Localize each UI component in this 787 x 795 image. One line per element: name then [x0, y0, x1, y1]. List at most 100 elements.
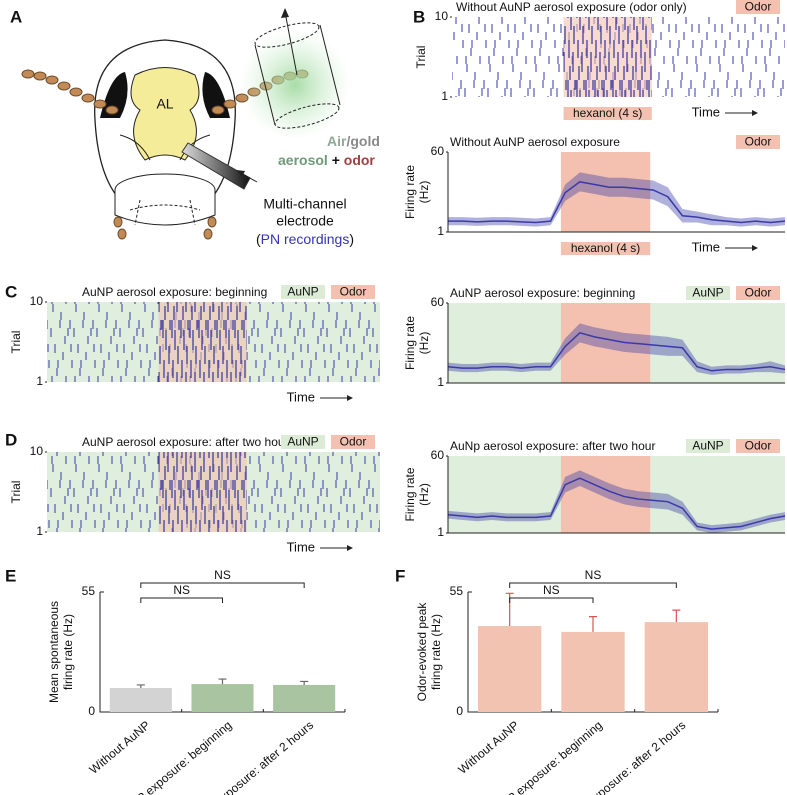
y-axis-label: firing rate (Hz) [429, 614, 443, 690]
y-tick-label: 1 [437, 224, 444, 238]
y-tick-label: 10 [435, 9, 449, 23]
error-bar [300, 680, 309, 685]
error-bar [136, 684, 145, 688]
stimulus-box [563, 107, 652, 120]
significance-bracket [140, 582, 305, 588]
y-tick-label: 1 [437, 375, 444, 389]
significance-label: NS [214, 568, 231, 582]
x-tick-label: Without AuNP [455, 718, 521, 777]
locust-diagram [21, 8, 350, 240]
label-part: ( [256, 231, 261, 247]
arrow-head [752, 110, 758, 116]
significance-label: NS [173, 583, 190, 597]
bar [644, 622, 708, 712]
bar [478, 626, 542, 712]
y-tick-label: 0 [88, 704, 95, 718]
chart-title: AuNP aerosol exposure: beginning [82, 285, 267, 299]
aerosol-label: aerosol + odor [278, 152, 375, 168]
y-axis-label: Trial [9, 331, 23, 354]
bar [273, 684, 336, 712]
y-axis-label: Trial [414, 46, 428, 69]
y-tick-label: 1 [437, 525, 444, 539]
x-axis-label: Time [692, 239, 720, 254]
y-tick-label: 1 [36, 524, 43, 538]
panel-label: D [5, 430, 17, 449]
error-bar [218, 678, 227, 685]
arrow-head [347, 395, 353, 401]
panel-label: C [5, 282, 17, 301]
y-axis-label: (Hz) [417, 483, 431, 506]
y-tick-label: 60 [431, 144, 445, 158]
tag-box [736, 286, 780, 300]
electrode-label: electrode [276, 213, 334, 229]
rate-line [447, 477, 786, 530]
x-tick-label: AuNP exposure: after 2 hours [558, 718, 688, 795]
label-part: /gold [346, 133, 379, 149]
raster-spikes-odor [563, 17, 652, 97]
y-tick-label: 55 [82, 584, 96, 598]
significance-bracket [509, 597, 594, 603]
tag-label: AuNP [692, 439, 723, 453]
label-part: PN recordings [261, 231, 350, 247]
tag-box [281, 435, 325, 449]
panel-label: E [5, 566, 16, 585]
tag-label: Odor [745, 135, 772, 149]
rate-line [447, 331, 786, 372]
y-axis-label: Trial [9, 481, 23, 504]
y-axis-label: Firing rate [403, 165, 417, 219]
stimulus-box [560, 242, 651, 255]
chart-title: Without AuNP aerosol exposure (odor only… [456, 0, 687, 14]
x-tick-label: AuNP exposure: after 2 hours [186, 718, 316, 795]
y-axis-label: Firing rate [403, 467, 417, 521]
significance-label: NS [543, 583, 560, 597]
bar [561, 631, 625, 712]
bar [109, 688, 172, 712]
odor-window [560, 152, 651, 232]
y-tick-label: 10 [30, 444, 44, 458]
tag-label: Odor [340, 435, 367, 449]
tag-box [736, 135, 780, 149]
y-tick-label: 1 [441, 89, 448, 103]
arrow-head [347, 545, 353, 551]
significance-label: NS [585, 568, 602, 582]
axes [447, 303, 785, 384]
y-axis-label: Mean spontaneous [47, 601, 61, 703]
panel-label: F [395, 566, 405, 585]
error-bar [589, 616, 597, 632]
stimulus-label: hexanol (4 s) [571, 241, 640, 255]
tag-label: AuNP [287, 435, 318, 449]
aerosol-label: Air/gold [327, 133, 380, 149]
tag-label: Odor [745, 0, 772, 14]
raster-spikes-odor [158, 452, 247, 532]
chart-title: AuNP aerosol exposure: beginning [450, 286, 635, 300]
tag-box [281, 285, 325, 299]
tag-label: Odor [340, 285, 367, 299]
x-axis-label: Time [692, 104, 720, 119]
chart-title: AuNP aerosol exposure: after two hour [82, 435, 289, 449]
axes [447, 152, 785, 233]
tag-label: AuNP [692, 286, 723, 300]
recording-label: (PN recordings) [256, 231, 354, 247]
al-label: AL [156, 96, 173, 112]
tag-label: Odor [745, 286, 772, 300]
error-band [448, 172, 785, 227]
odor-window [560, 456, 651, 533]
y-tick-label: 1 [36, 374, 43, 388]
stimulus-label: hexanol (4 s) [573, 106, 642, 120]
tag-box [331, 285, 375, 299]
label-part: Air [327, 133, 347, 149]
bar [191, 684, 254, 712]
tag-label: Odor [745, 439, 772, 453]
rate-line [448, 181, 786, 224]
y-tick-label: 55 [450, 584, 464, 598]
y-tick-label: 10 [30, 294, 44, 308]
y-axis-label: Odor-evoked peak [415, 602, 429, 702]
label-part: ) [349, 231, 354, 247]
label-part: aerosol [278, 152, 328, 168]
y-tick-label: 60 [431, 448, 445, 462]
label-part: odor [344, 152, 376, 168]
panel-label: A [10, 7, 22, 26]
axes [447, 456, 785, 534]
x-tick-label: Without AuNP [87, 718, 153, 777]
